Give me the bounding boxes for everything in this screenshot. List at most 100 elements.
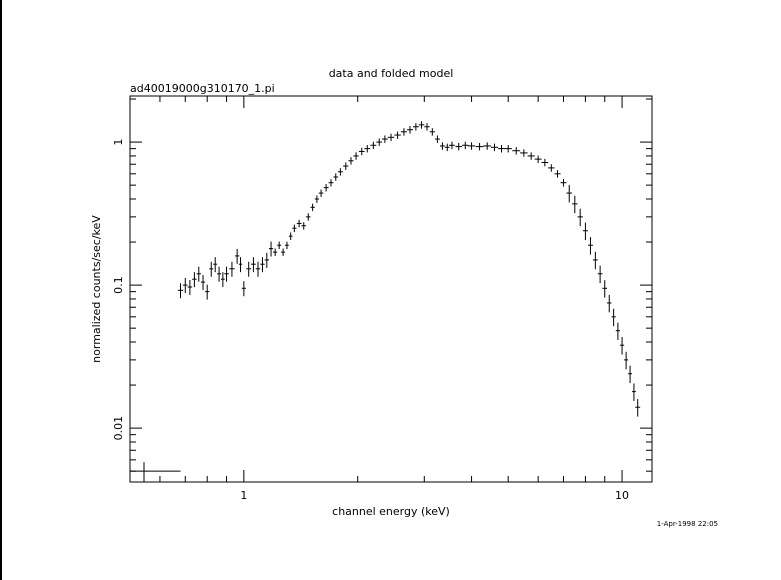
x-tick-label: 1: [240, 489, 247, 502]
data-point: [566, 184, 573, 203]
data-point: [277, 241, 282, 250]
data-point: [534, 155, 542, 163]
data-point: [196, 266, 201, 282]
y-axis-label: normalized counts/sec/keV: [90, 215, 103, 363]
data-point: [376, 138, 383, 146]
data-point: [246, 261, 252, 277]
data-point: [264, 252, 269, 268]
data-point: [348, 157, 354, 165]
y-tick-label: 0.01: [112, 416, 125, 441]
data-point: [177, 283, 184, 299]
data-point: [205, 284, 210, 300]
x-tick-label: 10: [615, 489, 629, 502]
legend-marker: [130, 462, 181, 482]
data-point: [628, 365, 633, 384]
data-point: [353, 152, 359, 160]
data-point: [462, 141, 469, 150]
data-point: [200, 275, 206, 291]
data-point: [512, 147, 521, 155]
data-point: [541, 158, 549, 167]
data-point: [310, 203, 315, 212]
data-point: [296, 219, 302, 228]
data-point: [364, 145, 371, 153]
y-tick-label: 0.1: [112, 276, 125, 294]
window-left-border: [0, 0, 2, 580]
data-point: [597, 265, 603, 284]
timestamp: 1-Apr-1998 22:05: [657, 520, 718, 528]
data-point: [217, 266, 221, 282]
data-point: [455, 142, 463, 151]
data-point: [187, 279, 193, 295]
data-point: [182, 278, 188, 294]
data-point: [213, 257, 218, 273]
data-point: [192, 272, 197, 288]
data-point: [572, 195, 578, 214]
data-point: [611, 308, 616, 327]
data-point: [444, 143, 450, 152]
data-point: [400, 128, 408, 136]
data-point: [358, 147, 365, 156]
data-point: [288, 232, 293, 240]
data-point: [624, 351, 629, 370]
data-point: [407, 126, 413, 134]
axes-ticks: 1 10 0.01 0.1 1: [112, 96, 652, 502]
data-point: [220, 272, 225, 288]
data-point: [241, 281, 246, 297]
data-point: [333, 173, 339, 181]
data-point: [560, 179, 567, 187]
data-point: [490, 143, 499, 152]
data-point: [587, 237, 593, 255]
data-point: [449, 141, 455, 150]
data-point: [292, 224, 297, 233]
data-point: [323, 184, 329, 192]
data-point: [592, 251, 598, 270]
data-point: [475, 142, 484, 151]
data-point: [498, 145, 505, 153]
data-point: [607, 294, 612, 313]
data-point: [619, 337, 625, 355]
data-point: [238, 257, 243, 273]
data-point: [387, 133, 395, 142]
data-point: [260, 257, 265, 273]
data-point: [255, 261, 261, 277]
data-point: [418, 121, 425, 129]
data-point: [548, 164, 555, 172]
data-point: [520, 149, 528, 157]
chart-subtitle: ad40019000g310170_1.pi: [130, 82, 275, 95]
data-point: [582, 222, 588, 241]
data-point: [602, 280, 608, 298]
x-axis-label: channel energy (keV): [332, 505, 450, 518]
data-series: [177, 121, 641, 417]
data-point: [467, 142, 476, 150]
data-point: [412, 123, 419, 131]
plot-frame: [129, 95, 653, 483]
data-point: [318, 189, 324, 197]
data-point: [554, 170, 561, 178]
data-point: [306, 213, 311, 221]
data-point: [424, 123, 430, 131]
data-point: [209, 261, 214, 277]
data-point: [394, 131, 401, 139]
data-point: [434, 135, 440, 143]
data-point: [314, 195, 319, 203]
y-tick-label: 1: [112, 139, 125, 146]
data-point: [504, 145, 512, 153]
data-point: [343, 162, 349, 170]
data-point: [632, 383, 636, 401]
data-point: [370, 141, 377, 150]
data-point: [229, 261, 235, 277]
data-point: [328, 179, 334, 187]
data-point: [251, 257, 256, 273]
data-point: [615, 322, 621, 341]
chart-title: data and folded model: [329, 67, 454, 80]
data-point: [301, 222, 307, 230]
data-point: [234, 248, 240, 264]
data-point: [429, 128, 435, 136]
data-point: [281, 248, 286, 256]
data-point: [635, 399, 641, 417]
data-point: [439, 142, 445, 150]
data-point: [268, 241, 274, 257]
data-point: [273, 248, 278, 256]
data-point: [483, 142, 491, 150]
